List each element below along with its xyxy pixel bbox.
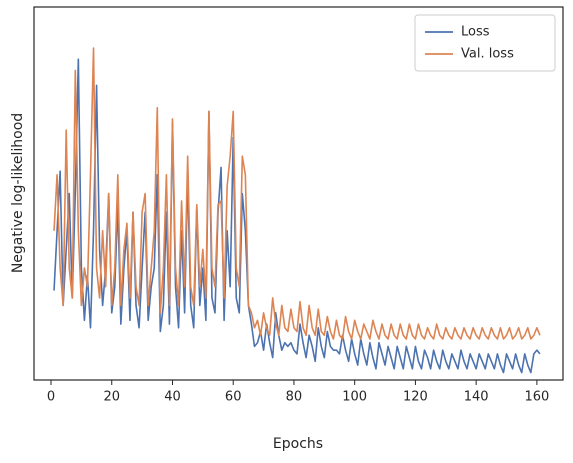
x-tick-label: 140: [464, 390, 489, 405]
x-axis-label: Epochs: [273, 436, 323, 452]
x-tick-label: 20: [103, 390, 120, 405]
plot-frame: [33, 6, 564, 381]
x-tick-label: 80: [286, 390, 303, 405]
legend-label: Loss: [461, 25, 490, 40]
legend-label: Val. loss: [461, 47, 514, 62]
legend-box: [414, 14, 556, 72]
x-tick-label: 100: [342, 390, 367, 405]
x-tick-label: 160: [524, 390, 549, 405]
x-tick-label: 60: [225, 390, 242, 405]
x-tick-label: 0: [47, 390, 55, 405]
x-tick-label: 40: [164, 390, 181, 405]
y-axis-label: Negative log-likelihood: [10, 113, 26, 273]
x-tick-label: 120: [403, 390, 428, 405]
line-series: [53, 47, 541, 340]
